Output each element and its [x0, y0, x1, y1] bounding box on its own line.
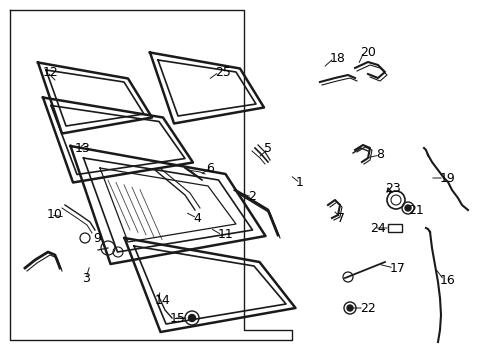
Text: 10: 10 — [47, 208, 63, 221]
Text: 14: 14 — [155, 293, 170, 306]
Bar — [387, 224, 401, 232]
Text: 25: 25 — [215, 66, 230, 78]
Text: 22: 22 — [359, 302, 375, 315]
Text: 11: 11 — [218, 229, 233, 242]
Text: 23: 23 — [384, 181, 400, 194]
Text: 20: 20 — [359, 45, 375, 58]
Text: 8: 8 — [375, 148, 383, 162]
Text: 3: 3 — [82, 271, 90, 284]
Text: 7: 7 — [336, 211, 345, 225]
Text: 16: 16 — [439, 274, 455, 287]
Text: 18: 18 — [329, 51, 345, 64]
Text: 21: 21 — [407, 203, 423, 216]
Text: 6: 6 — [205, 162, 213, 175]
Text: 15: 15 — [170, 311, 185, 324]
Text: 24: 24 — [369, 221, 385, 234]
Text: 12: 12 — [43, 66, 59, 78]
Text: 9: 9 — [93, 233, 101, 246]
Text: 1: 1 — [295, 176, 303, 189]
Text: 4: 4 — [193, 211, 201, 225]
Text: 2: 2 — [247, 190, 255, 203]
Circle shape — [188, 315, 195, 321]
Text: 5: 5 — [264, 143, 271, 156]
Circle shape — [404, 205, 410, 211]
Text: 13: 13 — [75, 141, 91, 154]
Text: 19: 19 — [439, 171, 455, 184]
Text: 17: 17 — [389, 261, 405, 274]
Circle shape — [346, 305, 352, 311]
